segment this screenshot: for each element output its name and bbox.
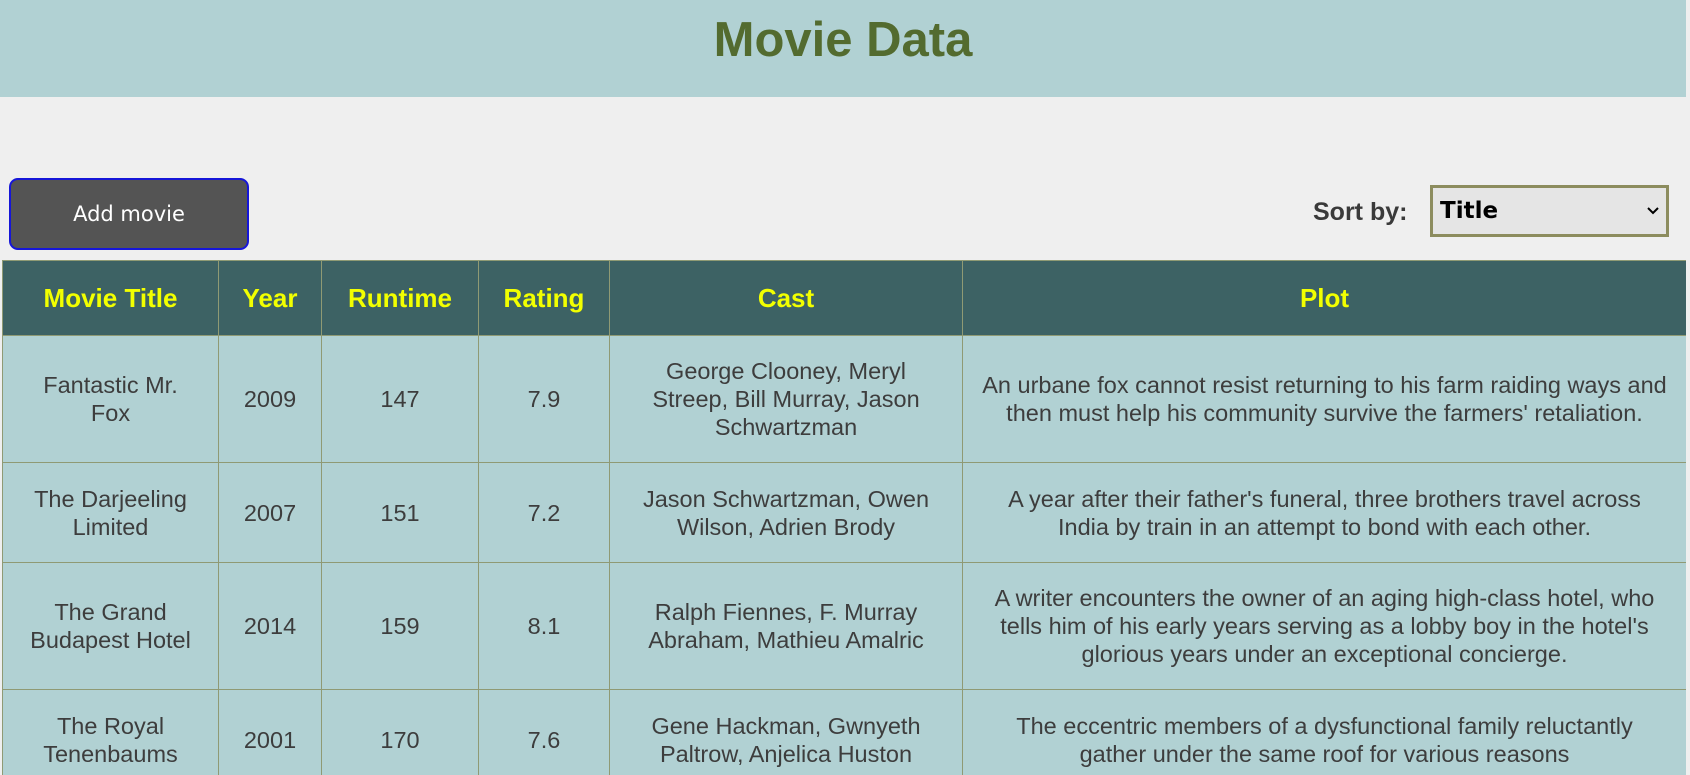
table-row[interactable]: The Grand Budapest Hotel 2014 159 8.1 Ra… bbox=[2, 562, 1686, 690]
cell-plot: An urbane fox cannot resist returning to… bbox=[962, 335, 1686, 463]
column-header-year[interactable]: Year bbox=[218, 260, 322, 336]
cell-plot: A year after their father's funeral, thr… bbox=[962, 462, 1686, 563]
cell-cast: Ralph Fiennes, F. Murray Abraham, Mathie… bbox=[609, 562, 963, 690]
cell-cast: George Clooney, Meryl Streep, Bill Murra… bbox=[609, 335, 963, 463]
cell-title: Fantastic Mr. Fox bbox=[2, 335, 219, 463]
table-header-row: Movie Title Year Runtime Rating Cast Plo… bbox=[2, 260, 1686, 336]
cell-rating: 7.9 bbox=[478, 335, 610, 463]
sort-label: Sort by: bbox=[1313, 198, 1408, 226]
movie-table-container[interactable]: Movie Title Year Runtime Rating Cast Plo… bbox=[2, 260, 1686, 775]
cell-year: 2001 bbox=[218, 689, 322, 775]
cell-title: The Royal Tenenbaums bbox=[2, 689, 219, 775]
column-header-plot[interactable]: Plot bbox=[962, 260, 1686, 336]
page-header: Movie Data bbox=[0, 0, 1686, 97]
cell-rating: 8.1 bbox=[478, 562, 610, 690]
cell-runtime: 159 bbox=[321, 562, 479, 690]
cell-runtime: 151 bbox=[321, 462, 479, 563]
sort-select-value: Title bbox=[1440, 198, 1499, 224]
add-movie-button[interactable]: Add movie bbox=[9, 178, 249, 250]
cell-runtime: 170 bbox=[321, 689, 479, 775]
column-header-rating[interactable]: Rating bbox=[478, 260, 610, 336]
column-header-cast[interactable]: Cast bbox=[609, 260, 963, 336]
sort-select[interactable]: Title bbox=[1430, 185, 1669, 237]
movie-table: Movie Title Year Runtime Rating Cast Plo… bbox=[2, 260, 1686, 775]
column-header-title[interactable]: Movie Title bbox=[2, 260, 219, 336]
chevron-down-icon bbox=[1640, 206, 1666, 216]
cell-year: 2009 bbox=[218, 335, 322, 463]
cell-plot: A writer encounters the owner of an agin… bbox=[962, 562, 1686, 690]
cell-runtime: 147 bbox=[321, 335, 479, 463]
cell-cast: Jason Schwartzman, Owen Wilson, Adrien B… bbox=[609, 462, 963, 563]
page-title: Movie Data bbox=[713, 13, 973, 67]
cell-year: 2007 bbox=[218, 462, 322, 563]
cell-title: The Darjeeling Limited bbox=[2, 462, 219, 563]
cell-plot: The eccentric members of a dysfunctional… bbox=[962, 689, 1686, 775]
table-row[interactable]: Fantastic Mr. Fox 2009 147 7.9 George Cl… bbox=[2, 335, 1686, 463]
cell-cast: Gene Hackman, Gwnyeth Paltrow, Anjelica … bbox=[609, 689, 963, 775]
cell-year: 2014 bbox=[218, 562, 322, 690]
cell-title: The Grand Budapest Hotel bbox=[2, 562, 219, 690]
column-header-runtime[interactable]: Runtime bbox=[321, 260, 479, 336]
cell-rating: 7.2 bbox=[478, 462, 610, 563]
table-row[interactable]: The Darjeeling Limited 2007 151 7.2 Jaso… bbox=[2, 462, 1686, 563]
table-row[interactable]: The Royal Tenenbaums 2001 170 7.6 Gene H… bbox=[2, 689, 1686, 775]
cell-rating: 7.6 bbox=[478, 689, 610, 775]
